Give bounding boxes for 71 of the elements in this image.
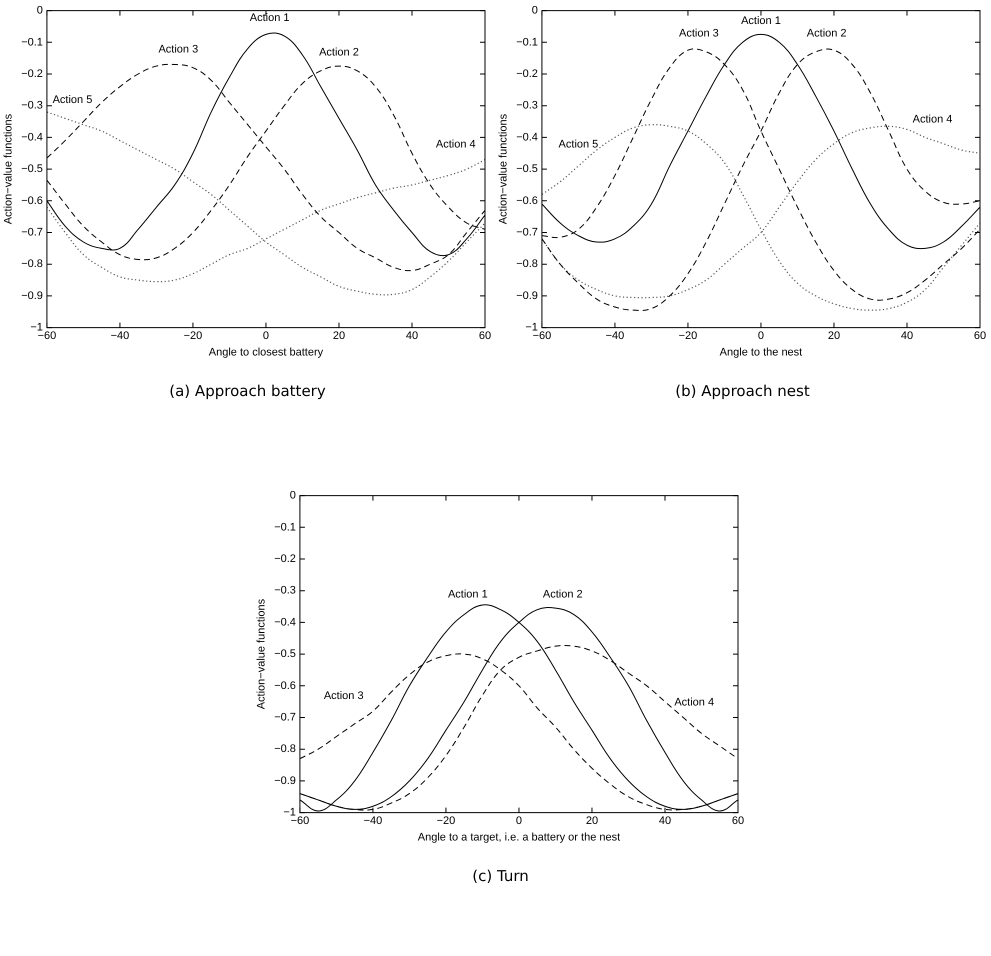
y-tick-label: −0.8 xyxy=(274,743,296,756)
x-tick-label: 60 xyxy=(732,815,744,828)
annotation: Action 4 xyxy=(912,113,952,126)
x-tick-label: −20 xyxy=(436,815,456,828)
y-tick-label: −0.8 xyxy=(21,258,43,270)
y-axis-title: Action−value functions xyxy=(498,113,510,224)
y-tick-label: −0.2 xyxy=(274,553,296,566)
y-tick-label: −0.6 xyxy=(516,194,538,207)
y-tick-label: −0.7 xyxy=(516,226,538,239)
y-axis-title: Action−value functions xyxy=(256,598,268,710)
x-tick-label: 0 xyxy=(758,330,764,342)
y-tick-label: 0 xyxy=(290,490,296,502)
x-tick-label: 20 xyxy=(332,330,346,342)
text: (b) Approach nest xyxy=(674,382,811,400)
y-tick-label: −0.3 xyxy=(21,100,43,112)
x-tick-label: 20 xyxy=(828,330,840,342)
annotation: Action 3 xyxy=(324,690,364,702)
annotation: Action 1 xyxy=(448,588,488,601)
x-tick-label: 60 xyxy=(478,330,492,342)
annotation: Action 4 xyxy=(674,696,714,709)
y-tick-label: 0 xyxy=(36,4,43,17)
x-tick-label: −40 xyxy=(606,330,624,342)
x-tick-label: −20 xyxy=(184,330,202,342)
annotation: Action 3 xyxy=(679,28,719,40)
y-tick-label: −0.1 xyxy=(274,521,296,534)
x-tick-label: 40 xyxy=(900,330,914,342)
x-tick-label: 0 xyxy=(262,330,270,342)
text: (a) Approach battery xyxy=(168,382,327,400)
x-tick-label: −20 xyxy=(678,330,698,342)
annotation: Action 2 xyxy=(319,46,359,59)
y-tick-label: −0.7 xyxy=(21,226,43,239)
annotation: Action 5 xyxy=(52,94,92,106)
x-tick-label: 60 xyxy=(974,330,986,342)
y-tick-label: −0.9 xyxy=(274,774,296,787)
line-series xyxy=(46,111,485,296)
y-tick-label: −0.7 xyxy=(274,712,296,724)
annotation: Action 2 xyxy=(542,588,583,601)
x-axis-title: Angle to closest battery xyxy=(208,346,324,358)
y-tick-label: −0.5 xyxy=(516,163,538,176)
x-tick-label: 40 xyxy=(658,815,672,828)
annotation: Action 1 xyxy=(250,12,290,24)
x-tick-label: 40 xyxy=(406,330,418,342)
y-tick-label: 0 xyxy=(532,4,538,17)
y-tick-label: −0.3 xyxy=(516,100,538,112)
y-tick-label: −0.4 xyxy=(516,131,538,144)
y-tick-label: −0.6 xyxy=(21,194,43,207)
text: (c) Turn xyxy=(471,867,530,885)
y-tick-label: −0.9 xyxy=(21,290,43,302)
annotation: Action 2 xyxy=(806,28,847,40)
y-tick-label: −0.8 xyxy=(516,258,538,270)
y-tick-label: −0.5 xyxy=(21,163,43,176)
x-axis-title: Angle to a target, i.e. a battery or the nest xyxy=(418,831,620,844)
y-tick-label: −0.1 xyxy=(21,36,43,48)
y-tick-label: −0.4 xyxy=(21,131,43,144)
y-tick-label: −0.9 xyxy=(516,290,538,302)
y-tick-label: −0.2 xyxy=(516,68,538,80)
y-axis-title: Action−value functions xyxy=(2,113,15,224)
x-tick-label: −40 xyxy=(364,815,382,828)
y-tick-label: −0.2 xyxy=(21,68,43,80)
y-tick-label: −0.6 xyxy=(274,680,296,692)
annotation: Action 3 xyxy=(158,44,198,56)
x-tick-label: −40 xyxy=(110,330,130,342)
annotation: Action 4 xyxy=(436,138,476,151)
annotation: Action 1 xyxy=(741,14,781,27)
y-tick-label: −0.5 xyxy=(274,648,296,660)
annotation: Action 5 xyxy=(558,138,598,151)
x-axis-title: Angle to the nest xyxy=(720,346,802,358)
y-tick-label: −0.4 xyxy=(274,616,296,628)
x-tick-label: 20 xyxy=(586,815,598,828)
y-tick-label: −0.1 xyxy=(516,36,538,48)
y-tick-label: −0.3 xyxy=(274,584,296,597)
